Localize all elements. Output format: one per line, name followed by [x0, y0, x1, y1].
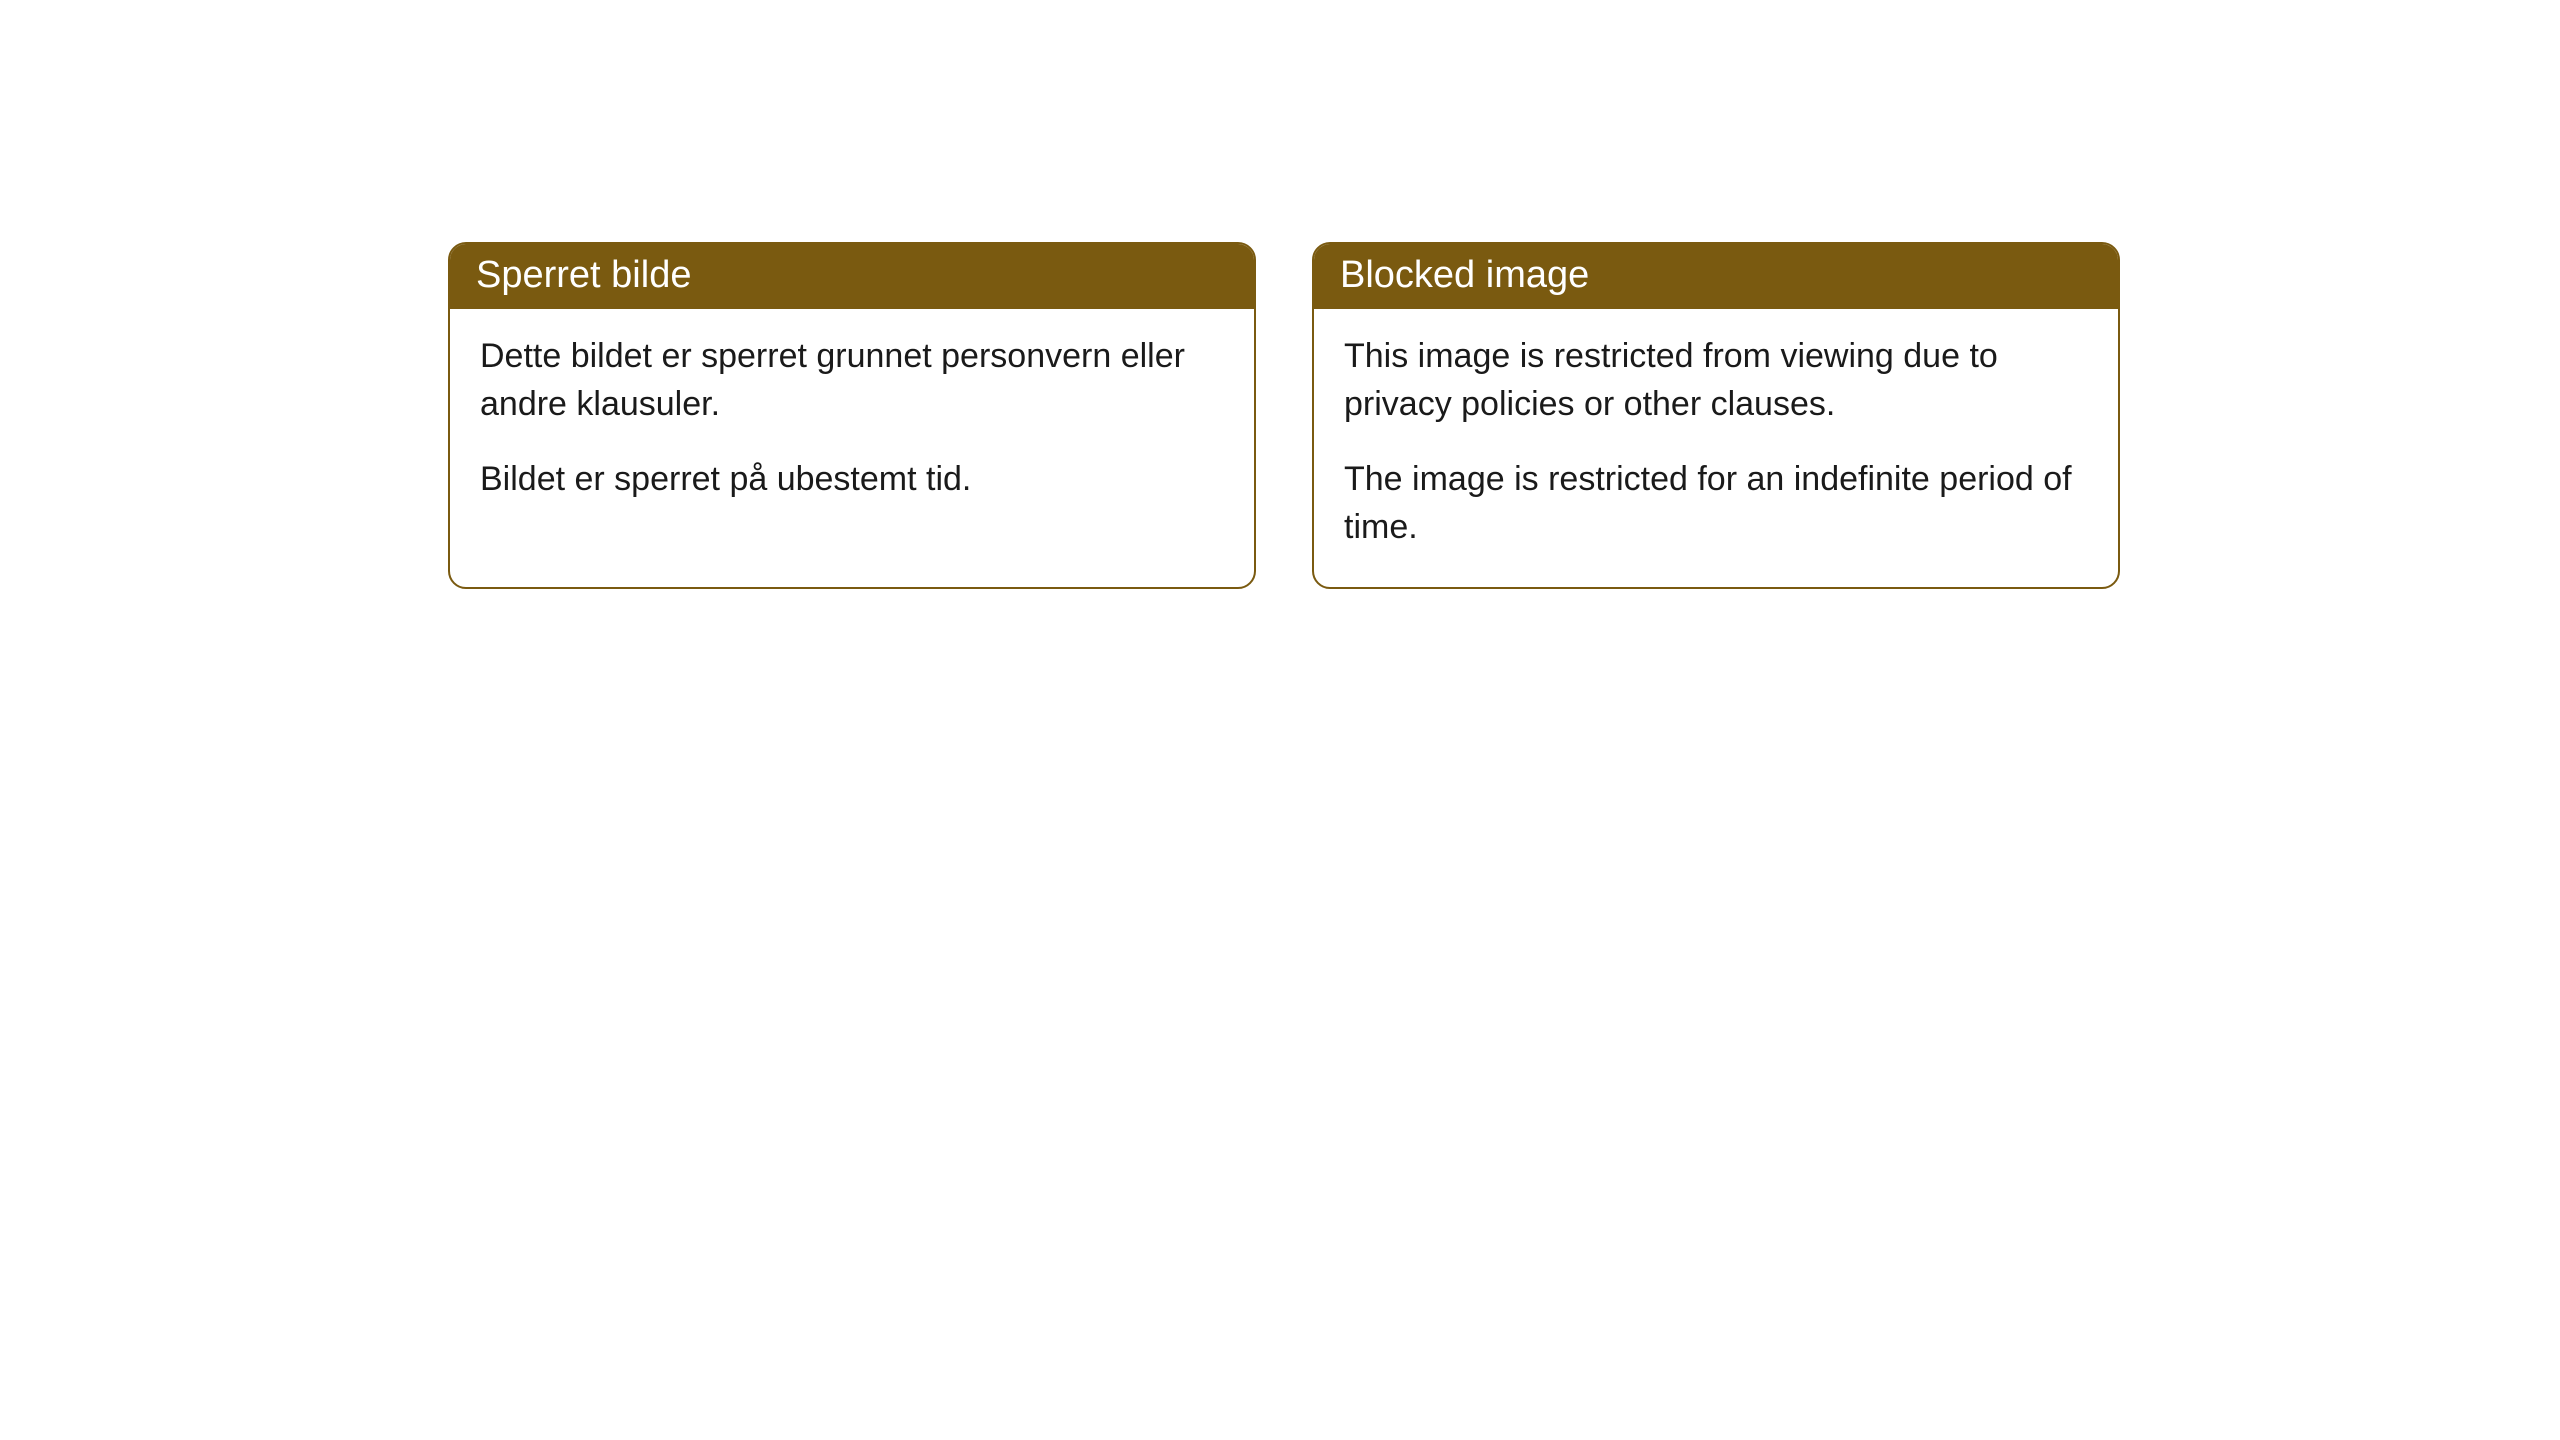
- notice-paragraph: This image is restricted from viewing du…: [1344, 333, 2088, 428]
- notice-card-norwegian: Sperret bilde Dette bildet er sperret gr…: [448, 242, 1256, 589]
- notice-paragraph: Dette bildet er sperret grunnet personve…: [480, 333, 1224, 428]
- notice-card-english: Blocked image This image is restricted f…: [1312, 242, 2120, 589]
- notice-header: Blocked image: [1314, 244, 2118, 309]
- notice-paragraph: Bildet er sperret på ubestemt tid.: [480, 456, 1224, 504]
- notice-paragraph: The image is restricted for an indefinit…: [1344, 456, 2088, 551]
- notice-body: Dette bildet er sperret grunnet personve…: [450, 309, 1254, 540]
- notice-header: Sperret bilde: [450, 244, 1254, 309]
- notice-body: This image is restricted from viewing du…: [1314, 309, 2118, 587]
- notice-container: Sperret bilde Dette bildet er sperret gr…: [0, 0, 2560, 589]
